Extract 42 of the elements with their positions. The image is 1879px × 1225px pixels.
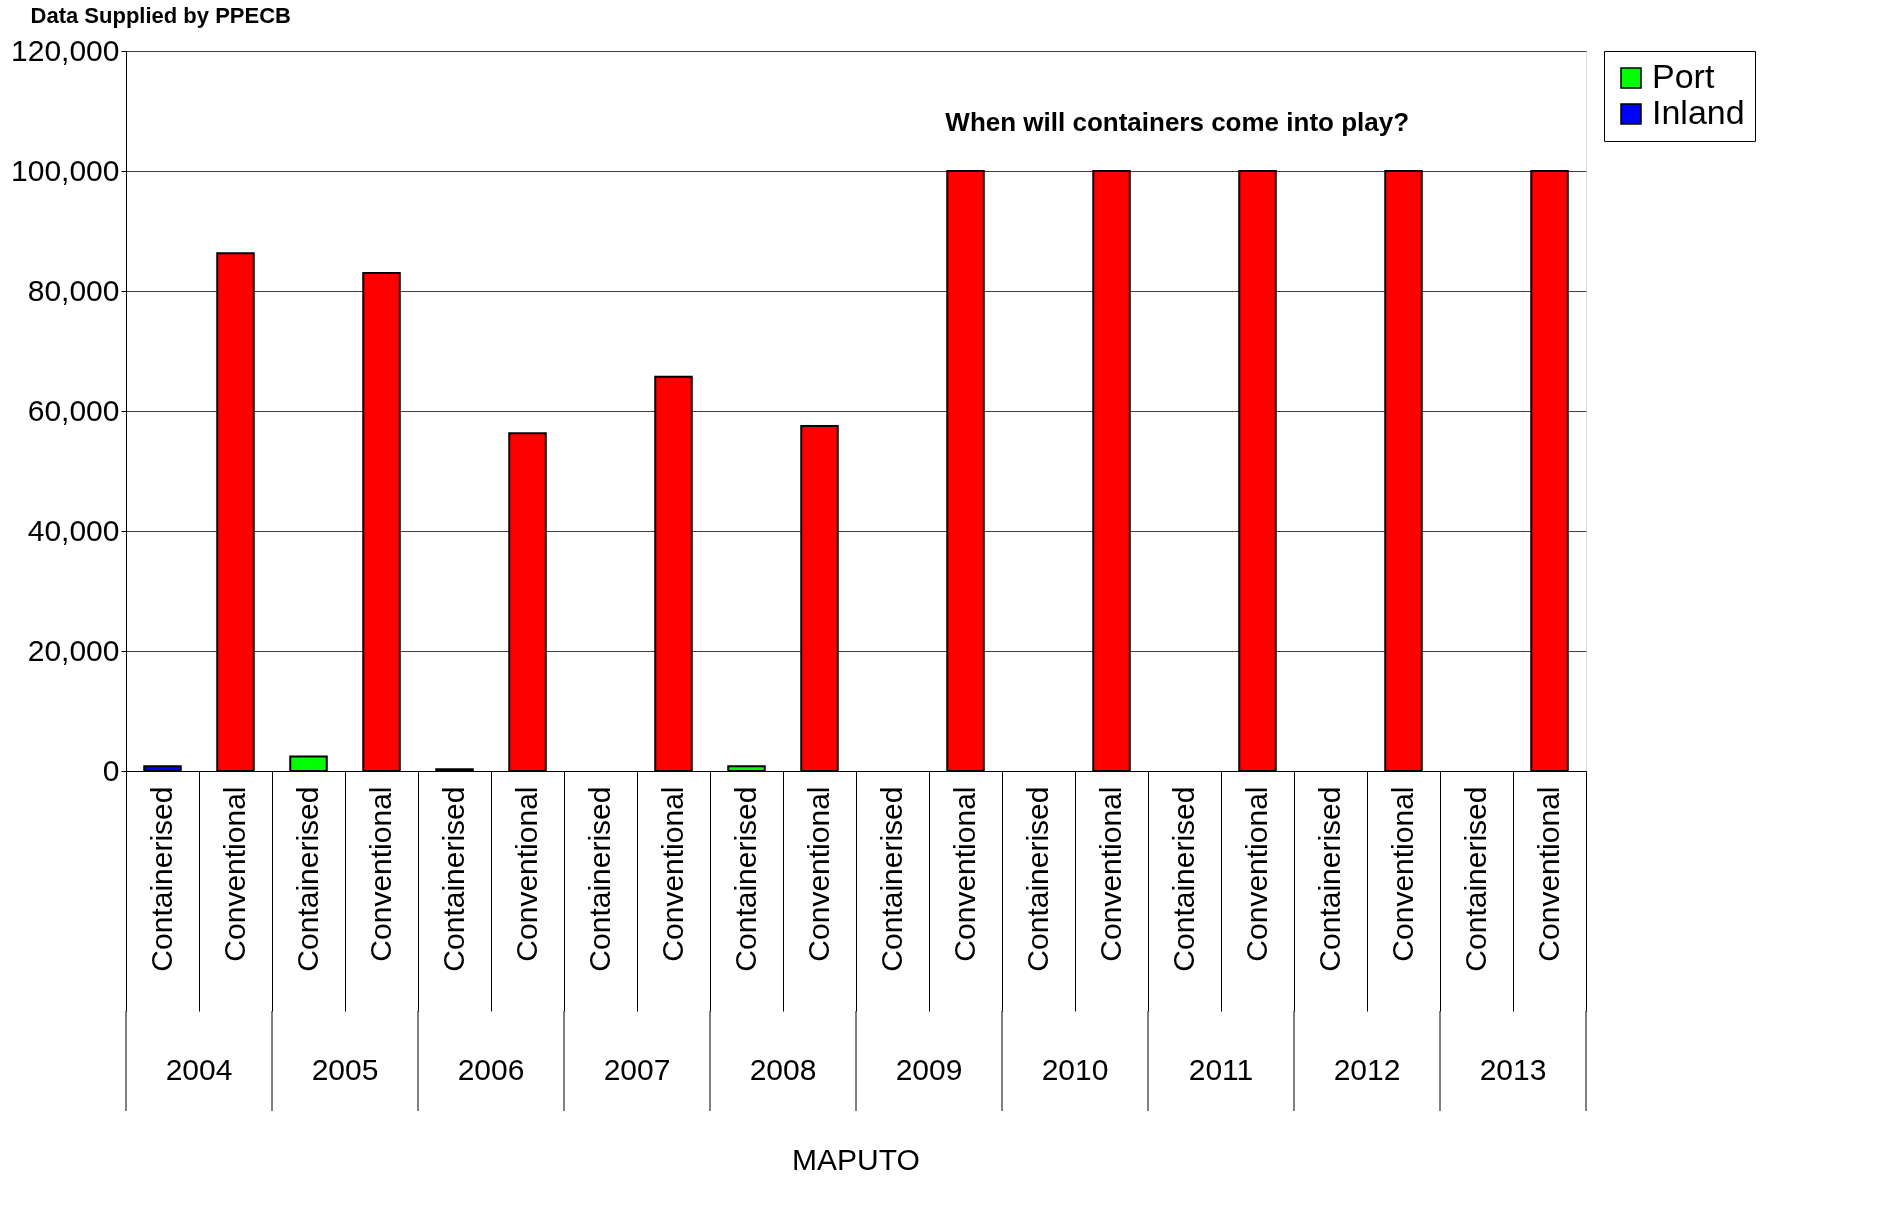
- text: 2009: [895, 1053, 963, 1086]
- text: 2004: [165, 1053, 233, 1086]
- x-tick-label: Containerised: [145, 786, 178, 972]
- text: 2008: [749, 1053, 817, 1086]
- text: 2007: [603, 1053, 671, 1086]
- chart-title: Data Supplied by PPECB: [30, 3, 291, 28]
- text: 2006: [457, 1053, 525, 1086]
- text: 2010: [1041, 1053, 1109, 1086]
- y-tick-label: 0: [102, 753, 120, 787]
- annotation: When will containers come into play?: [945, 107, 1410, 137]
- x-tick-label: Containerised: [729, 786, 762, 972]
- x-tick-label: Containerised: [437, 786, 470, 972]
- x-tick-label: Containerised: [1021, 786, 1054, 972]
- text: 2013: [1479, 1053, 1547, 1086]
- legend-label: Port: [1652, 57, 1715, 95]
- text: 2011: [1188, 1053, 1254, 1086]
- y-tick-label: 120,000: [11, 33, 120, 67]
- y-tick-label: 80,000: [27, 273, 120, 307]
- x-tick-label: Containerised: [1313, 786, 1346, 972]
- x-tick-label: Conventional: [656, 786, 689, 962]
- x-tick-label: Containerised: [1167, 786, 1200, 972]
- x-tick-label: Conventional: [218, 786, 251, 962]
- x-tick-label: Conventional: [1386, 786, 1419, 962]
- x-tick-label: Conventional: [948, 786, 981, 962]
- x-tick-label: Conventional: [1532, 786, 1565, 962]
- x-tick-label: Conventional: [1240, 786, 1273, 962]
- x-tick-label: Conventional: [364, 786, 397, 962]
- y-tick-label: 20,000: [27, 633, 120, 667]
- x-tick-label: Containerised: [875, 786, 908, 972]
- text: MAPUTO: [792, 1143, 920, 1176]
- y-tick-label: 100,000: [11, 153, 120, 187]
- y-tick-label: 40,000: [27, 513, 120, 547]
- text: 2005: [311, 1053, 379, 1086]
- x-tick-label: Containerised: [583, 786, 616, 972]
- x-tick-label: Conventional: [802, 786, 835, 962]
- legend-label: Inland: [1652, 93, 1745, 131]
- y-tick-label: 60,000: [27, 393, 120, 427]
- x-tick-label: Containerised: [291, 786, 324, 972]
- x-tick-label: Containerised: [1459, 786, 1492, 972]
- x-tick-label: Conventional: [510, 786, 543, 962]
- text: 2012: [1333, 1053, 1401, 1086]
- x-tick-label: Conventional: [1094, 786, 1127, 962]
